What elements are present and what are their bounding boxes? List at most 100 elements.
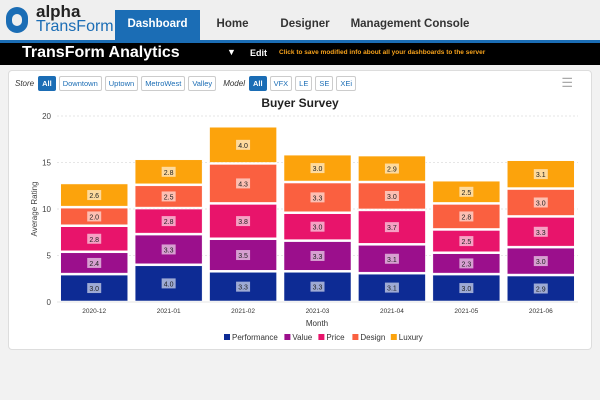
tab-dashboard[interactable]: Dashboard: [115, 10, 200, 40]
data-label-bg: [87, 257, 102, 268]
edit-button[interactable]: Edit: [250, 48, 267, 58]
data-label-bg: [384, 222, 399, 233]
data-label: 3.0: [387, 194, 397, 201]
y-tick-label: 15: [42, 159, 51, 168]
model-le[interactable]: LE: [295, 76, 313, 91]
legend-swatch-design: [352, 334, 359, 340]
x-tick-label: 2021-01: [157, 308, 181, 315]
data-label-bg: [310, 192, 325, 203]
save-link[interactable]: Click to save modified info about all yo…: [279, 49, 486, 56]
data-label: 2.0: [89, 214, 99, 221]
data-label-bg: [87, 283, 102, 294]
legend-swatch-luxury: [390, 334, 397, 340]
y-tick-label: 0: [47, 298, 52, 307]
hamburger-icon[interactable]: ☰: [561, 75, 573, 90]
data-label: 3.1: [387, 257, 397, 264]
data-label-bg: [310, 250, 325, 261]
data-label-bg: [533, 169, 548, 180]
data-label-bg: [459, 283, 474, 294]
legend-swatch-price: [318, 334, 325, 340]
data-label: 4.0: [238, 143, 248, 150]
legend-item-performance: Performance: [232, 333, 278, 342]
data-label-bg: [310, 281, 325, 292]
logo[interactable]: alpha TransForm: [6, 2, 116, 36]
data-label-bg: [236, 178, 251, 189]
data-label-bg: [533, 283, 548, 294]
data-label-bg: [459, 211, 474, 222]
data-label: 2.9: [536, 287, 546, 294]
legend-item-luxury: Luxury: [399, 333, 423, 342]
data-label-bg: [161, 244, 176, 255]
data-label-bg: [384, 190, 399, 201]
data-label-bg: [161, 216, 176, 227]
data-label: 3.3: [313, 285, 323, 292]
y-tick-label: 20: [42, 112, 51, 121]
caret-down-icon[interactable]: ▼: [227, 47, 236, 57]
data-label: 4.3: [238, 181, 248, 188]
data-label: 2.8: [89, 237, 99, 244]
data-label-bg: [236, 216, 251, 227]
legend-item-value: Value: [292, 333, 312, 342]
data-label-bg: [310, 221, 325, 232]
data-label-bg: [161, 278, 176, 289]
data-label: 3.0: [313, 166, 323, 173]
data-label-bg: [161, 191, 176, 202]
store-uptown[interactable]: Uptown: [104, 76, 139, 91]
data-label-bg: [384, 253, 399, 264]
data-label-bg: [87, 233, 102, 244]
data-label-bg: [533, 256, 548, 267]
data-label-bg: [459, 236, 474, 247]
legend-swatch-performance: [224, 334, 230, 340]
data-label: 3.3: [238, 285, 248, 292]
model-all[interactable]: All: [248, 76, 267, 91]
data-label: 2.8: [164, 170, 174, 177]
bar-segment-luxury: [134, 159, 203, 185]
tab-home[interactable]: Home: [216, 18, 249, 30]
data-label-bg: [533, 226, 548, 237]
model-se[interactable]: SE: [315, 76, 334, 91]
data-label: 2.9: [387, 167, 397, 174]
data-label: 2.4: [89, 261, 99, 268]
data-label: 3.3: [536, 230, 546, 237]
store-label: Store: [15, 79, 35, 88]
data-label-bg: [87, 190, 102, 201]
data-label: 3.3: [313, 195, 323, 202]
data-label: 3.5: [238, 253, 248, 260]
data-label-bg: [533, 197, 548, 208]
data-label-bg: [236, 250, 251, 261]
data-label: 2.8: [164, 219, 174, 226]
tab-designer[interactable]: Designer: [280, 18, 330, 30]
data-label-bg: [459, 186, 474, 197]
store-downtown[interactable]: Downtown: [58, 76, 102, 91]
top-nav: alpha TransForm Dashboard Home Designer …: [0, 0, 600, 43]
data-label: 3.7: [387, 225, 397, 232]
y-tick-label: 5: [47, 252, 52, 261]
x-tick-label: 2020-12: [82, 308, 106, 315]
data-label: 2.5: [164, 194, 174, 201]
data-label-bg: [87, 211, 102, 222]
data-label: 2.5: [461, 190, 471, 197]
legend-swatch-value: [284, 334, 291, 340]
bar-segment-luxury: [358, 155, 426, 182]
x-tick-label: 2021-03: [306, 308, 330, 315]
data-label: 3.0: [313, 225, 323, 232]
x-tick-label: 2021-02: [231, 308, 255, 315]
store-valley[interactable]: Valley: [188, 76, 217, 91]
store-all[interactable]: All: [38, 76, 56, 91]
data-label-bg: [236, 281, 251, 292]
tab-management-console[interactable]: Management Console: [350, 18, 470, 30]
logo-text-bottom: TransForm: [36, 18, 114, 35]
data-label: 2.5: [461, 239, 471, 246]
data-label: 4.0: [164, 281, 174, 288]
model-vfx[interactable]: VFX: [269, 76, 293, 91]
data-label: 2.8: [461, 214, 471, 221]
data-label-bg: [384, 163, 399, 174]
store-metrowest[interactable]: MetroWest: [141, 76, 186, 91]
model-xei[interactable]: XEi: [336, 76, 357, 91]
data-label: 3.3: [164, 247, 174, 254]
x-tick-label: 2021-05: [454, 308, 478, 315]
data-label-bg: [236, 139, 251, 150]
logo-text-top: alpha: [36, 2, 81, 21]
data-label: 3.3: [313, 254, 323, 261]
